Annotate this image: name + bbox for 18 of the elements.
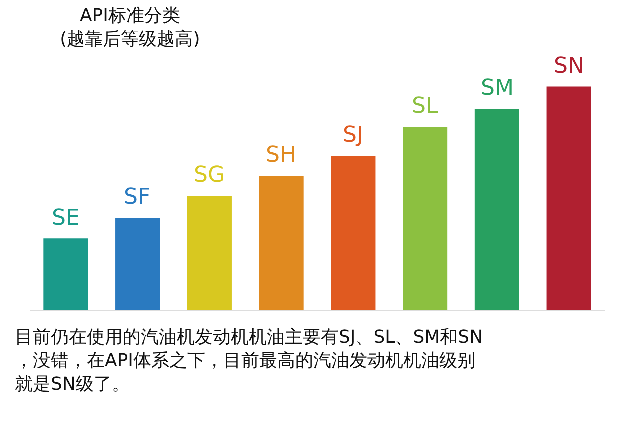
x-tick-label: SF xyxy=(124,185,151,210)
bar xyxy=(116,218,160,310)
x-tick-label: SG xyxy=(194,163,226,188)
x-tick-label: SN xyxy=(554,54,584,79)
bar xyxy=(259,176,304,310)
bar xyxy=(474,109,520,310)
bar xyxy=(187,196,232,310)
x-tick-label: SM xyxy=(481,76,514,101)
x-tick-label: SL xyxy=(412,94,439,119)
chart-title: API标准分类 (越靠后等级越高) xyxy=(60,5,200,50)
bar xyxy=(546,86,592,310)
x-tick-label: SH xyxy=(266,143,297,168)
bar xyxy=(331,156,376,310)
x-tick-label: SJ xyxy=(343,123,364,148)
x-tick-label: SE xyxy=(52,206,80,231)
text: 目前仍在使用的汽油机发动机机油主要有SJ、SL、SM和SN，没错，在API体系之下，目前最高的汽油发动机机油级别就是SN级了。 xyxy=(15,327,484,395)
bar xyxy=(403,126,448,310)
bar xyxy=(44,238,88,310)
